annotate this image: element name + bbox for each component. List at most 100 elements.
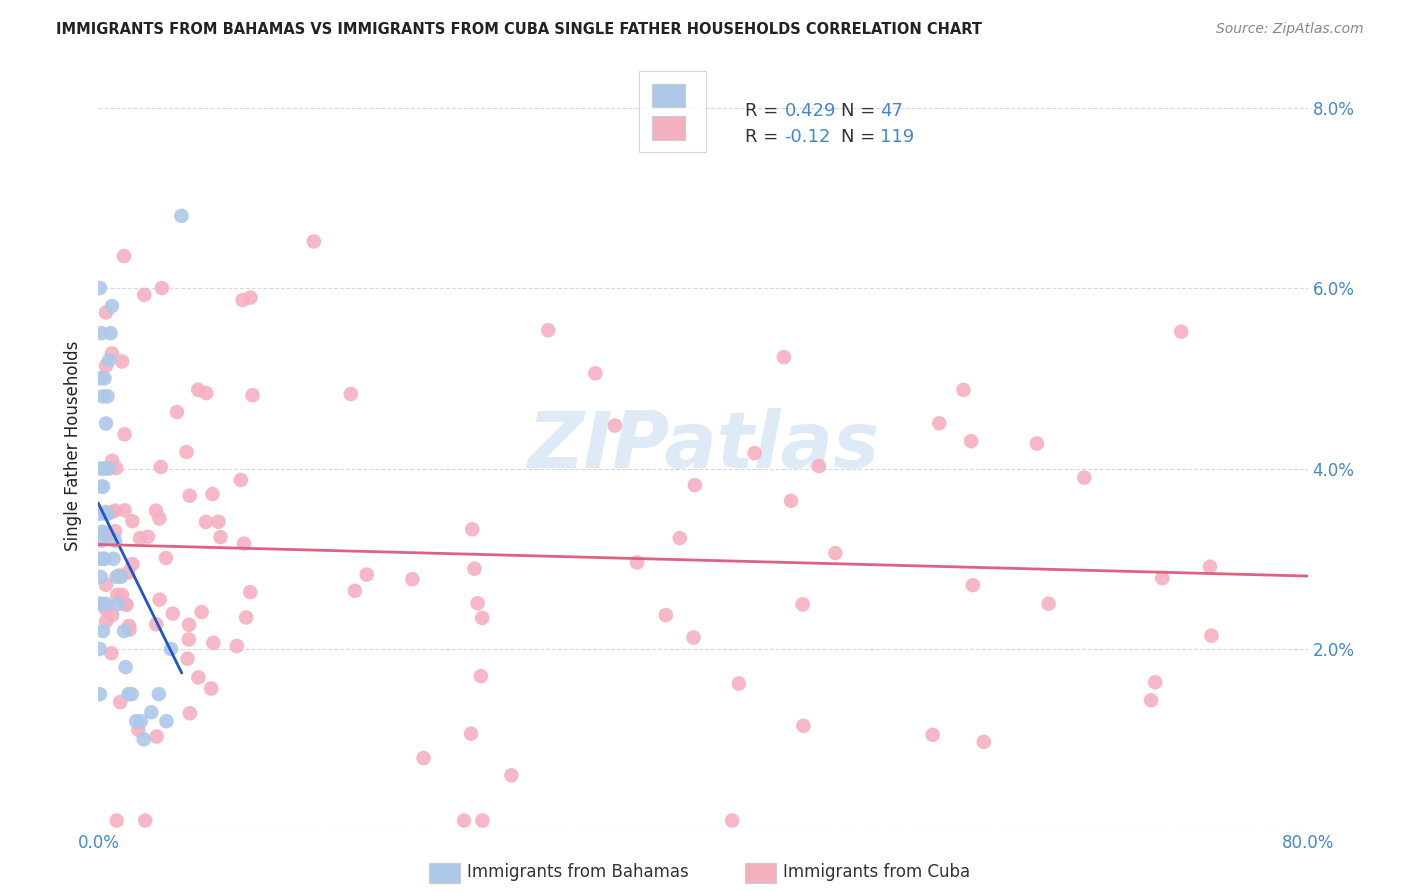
- Point: [90, 461, 112, 475]
- Point: [1073, 470, 1095, 484]
- Point: [94, 505, 117, 519]
- Point: [103, 551, 125, 566]
- Point: [94, 507, 117, 521]
- Point: [90, 480, 112, 494]
- Point: [105, 461, 128, 475]
- Point: [127, 723, 149, 737]
- Point: [89, 597, 111, 611]
- Point: [356, 567, 378, 582]
- Text: -0.12: -0.12: [785, 128, 831, 146]
- Point: [114, 660, 136, 674]
- Point: [118, 623, 141, 637]
- Point: [207, 515, 229, 529]
- Point: [90, 570, 112, 584]
- Text: Source: ZipAtlas.com: Source: ZipAtlas.com: [1216, 22, 1364, 37]
- Point: [121, 557, 143, 571]
- Point: [973, 735, 995, 749]
- Point: [118, 687, 141, 701]
- Point: [89, 371, 111, 385]
- Point: [107, 568, 129, 582]
- Point: [1025, 436, 1047, 450]
- Point: [1140, 693, 1163, 707]
- Point: [141, 705, 163, 719]
- Point: [179, 489, 201, 503]
- Point: [94, 578, 117, 592]
- Point: [155, 550, 177, 565]
- Point: [148, 511, 170, 525]
- Point: [470, 669, 492, 683]
- Point: [145, 617, 167, 632]
- Point: [302, 235, 325, 249]
- Point: [125, 714, 148, 729]
- Point: [1144, 675, 1167, 690]
- Point: [136, 530, 159, 544]
- Point: [114, 503, 136, 517]
- Point: [683, 478, 706, 492]
- Text: 0.429: 0.429: [785, 102, 837, 120]
- Point: [105, 814, 128, 828]
- Point: [94, 615, 117, 629]
- Point: [201, 487, 224, 501]
- Point: [1038, 597, 1060, 611]
- Point: [89, 507, 111, 521]
- Point: [780, 493, 803, 508]
- Point: [134, 814, 156, 828]
- Point: [401, 572, 423, 586]
- Text: ZIPatlas: ZIPatlas: [527, 408, 879, 484]
- Point: [233, 536, 256, 550]
- Point: [952, 383, 974, 397]
- Point: [91, 480, 114, 494]
- Point: [121, 514, 143, 528]
- Point: [463, 562, 485, 576]
- Point: [960, 434, 983, 449]
- Point: [195, 386, 218, 401]
- Point: [94, 525, 117, 540]
- Point: [118, 619, 141, 633]
- Point: [1170, 325, 1192, 339]
- Point: [626, 556, 648, 570]
- Text: R =: R =: [745, 102, 785, 120]
- Point: [89, 687, 111, 701]
- Point: [155, 714, 177, 729]
- Point: [235, 610, 257, 624]
- Point: [96, 507, 118, 521]
- Point: [104, 503, 127, 517]
- Point: [453, 814, 475, 828]
- Point: [104, 524, 127, 539]
- Point: [412, 751, 434, 765]
- Point: [242, 388, 264, 402]
- Point: [177, 632, 200, 647]
- Point: [239, 291, 262, 305]
- Text: 119: 119: [880, 128, 914, 146]
- Point: [194, 515, 217, 529]
- Point: [94, 305, 117, 319]
- Point: [339, 387, 361, 401]
- Point: [145, 503, 167, 517]
- Point: [149, 592, 172, 607]
- Point: [90, 326, 112, 341]
- Point: [105, 588, 128, 602]
- Point: [112, 624, 135, 638]
- Point: [105, 570, 128, 584]
- Point: [101, 454, 124, 468]
- Point: [149, 459, 172, 474]
- Point: [101, 346, 124, 360]
- Point: [98, 461, 121, 475]
- Point: [110, 695, 132, 709]
- Point: [94, 417, 117, 431]
- Point: [229, 473, 252, 487]
- Point: [190, 605, 212, 619]
- Point: [114, 597, 136, 611]
- Point: [162, 607, 184, 621]
- Point: [91, 624, 114, 638]
- Point: [104, 533, 127, 548]
- Point: [176, 651, 198, 665]
- Point: [773, 350, 796, 364]
- Point: [471, 611, 494, 625]
- Text: Immigrants from Bahamas: Immigrants from Bahamas: [467, 863, 689, 881]
- Point: [107, 597, 129, 611]
- Point: [792, 719, 814, 733]
- Point: [90, 597, 112, 611]
- Point: [110, 570, 132, 584]
- Point: [471, 814, 494, 828]
